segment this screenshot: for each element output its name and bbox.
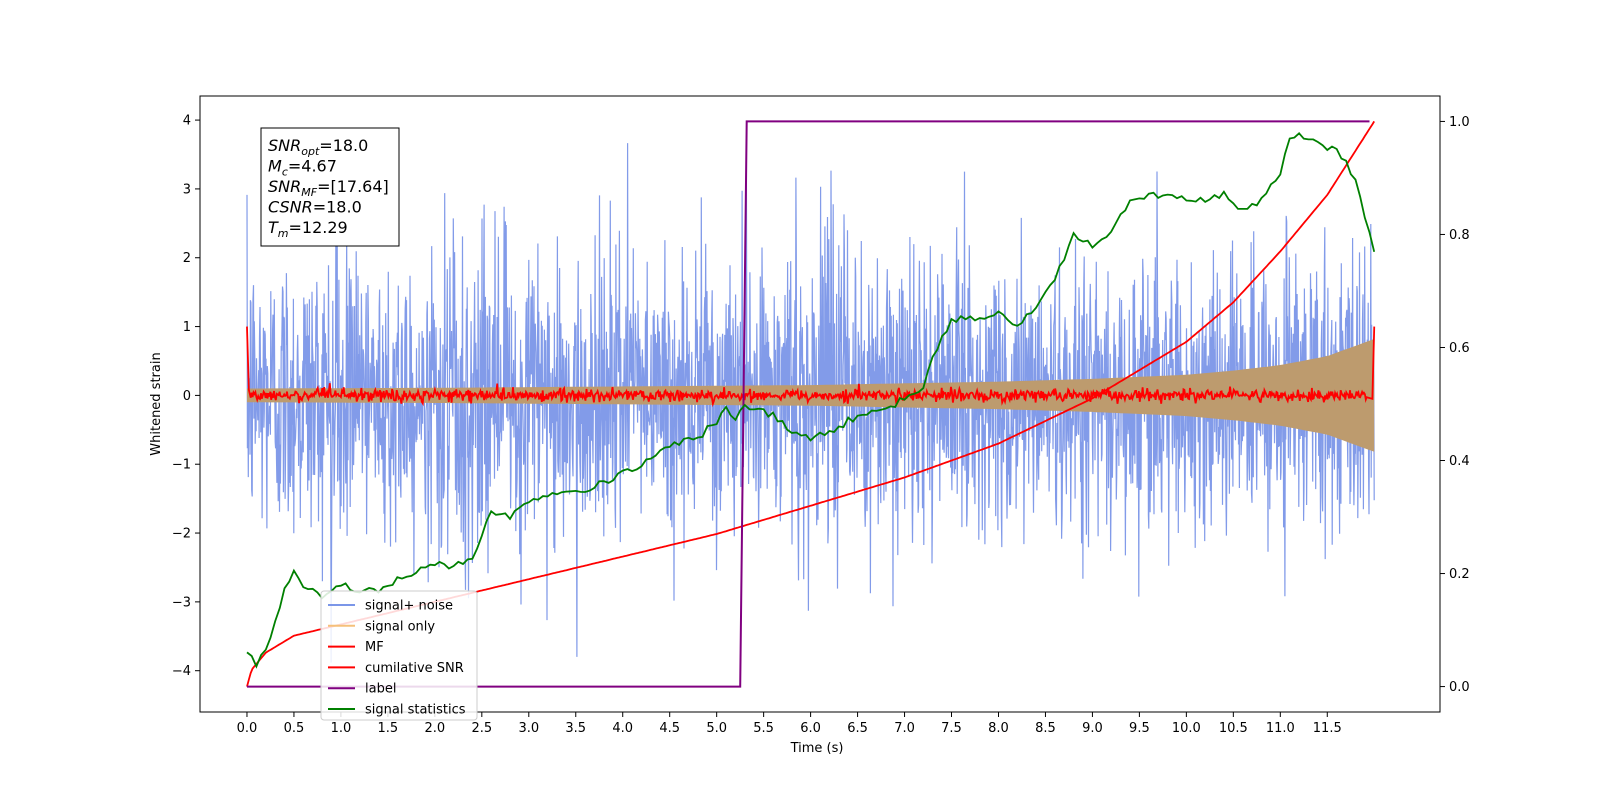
y-tick-label: −1 (172, 458, 191, 473)
x-tick-label: 0.0 (237, 721, 258, 736)
y2-tick-label: 0.0 (1449, 680, 1470, 695)
x-tick-label: 9.5 (1129, 721, 1150, 736)
y-tick-label: −3 (172, 595, 191, 610)
y-tick-label: 2 (183, 251, 191, 266)
x-tick-label: 6.0 (800, 721, 821, 736)
y-axis-label: Whitened strain (149, 352, 164, 455)
x-tick-label: 11.5 (1313, 721, 1342, 736)
x-tick-label: 5.5 (753, 721, 774, 736)
y2-tick-label: 0.2 (1449, 567, 1470, 582)
legend-label: label (365, 682, 396, 697)
x-tick-label: 10.5 (1219, 721, 1248, 736)
y-tick-label: 1 (183, 320, 191, 335)
series-mf (246, 326, 1376, 408)
legend-label: cumilative SNR (365, 661, 464, 676)
x-tick-label: 5.0 (706, 721, 727, 736)
series-signal-statistics (246, 132, 1376, 669)
x-tick-label: 2.0 (425, 721, 446, 736)
x-axis-label: Time (s) (790, 741, 844, 756)
x-tick-label: 7.0 (894, 721, 915, 736)
x-tick-label: 8.0 (988, 721, 1009, 736)
x-tick-label: 4.5 (659, 721, 680, 736)
y2-tick-label: 0.4 (1449, 454, 1470, 469)
y-tick-label: −4 (172, 664, 191, 679)
x-tick-label: 10.0 (1172, 721, 1201, 736)
legend-label: signal+ noise (365, 599, 453, 614)
legend: signal+ noise signal only MF cumilative SNR… (320, 590, 478, 721)
x-axis: 0.0 0.5 1.0 1.5 2.0 2.5 3.0 3.5 4.0 4.5 5.0 5.5 6.0 6… (237, 712, 1342, 736)
y2-tick-label: 0.8 (1449, 228, 1470, 243)
y-tick-label: 0 (183, 389, 191, 404)
annotation-line: Tm=12.29 (268, 218, 348, 240)
annotation-line: Mc=4.67 (268, 157, 337, 179)
x-tick-label: 4.0 (612, 721, 633, 736)
x-tick-label: 1.0 (331, 721, 352, 736)
y-tick-label: 4 (183, 114, 191, 129)
stats-annotation-box: SNRopt=18.0Mc=4.67SNRMF=[17.64]CSNR=18.0… (260, 127, 400, 247)
y-axis-left: 4 3 2 1 0 −1 −2 −3 −4 (172, 114, 200, 679)
y2-tick-label: 0.6 (1449, 341, 1470, 356)
legend-label: signal only (365, 619, 435, 634)
x-tick-label: 1.5 (378, 721, 399, 736)
y-tick-label: 3 (183, 182, 191, 197)
x-tick-label: 2.5 (471, 721, 492, 736)
x-tick-label: 3.0 (518, 721, 539, 736)
x-tick-label: 7.5 (941, 721, 962, 736)
plot-frame (199, 95, 1441, 713)
x-tick-label: 8.5 (1035, 721, 1056, 736)
x-tick-label: 9.0 (1082, 721, 1103, 736)
y2-tick-label: 1.0 (1449, 115, 1470, 130)
legend-label: signal statistics (365, 703, 466, 718)
x-tick-label: 6.5 (847, 721, 868, 736)
annotation-line: SNRMF=[17.64] (268, 177, 389, 199)
annotation-line: CSNR=18.0 (268, 198, 362, 217)
x-tick-label: 3.5 (565, 721, 586, 736)
x-tick-label: 0.5 (284, 721, 305, 736)
annotation-line: SNRopt=18.0 (268, 136, 368, 158)
legend-label: MF (365, 640, 384, 655)
y-tick-label: −2 (172, 527, 191, 542)
series-label (247, 120, 1370, 688)
y-axis-right: 1.0 0.8 0.6 0.4 0.2 0.0 (1440, 115, 1470, 695)
series-signal-only (246, 339, 1375, 452)
x-tick-label: 11.0 (1266, 721, 1295, 736)
